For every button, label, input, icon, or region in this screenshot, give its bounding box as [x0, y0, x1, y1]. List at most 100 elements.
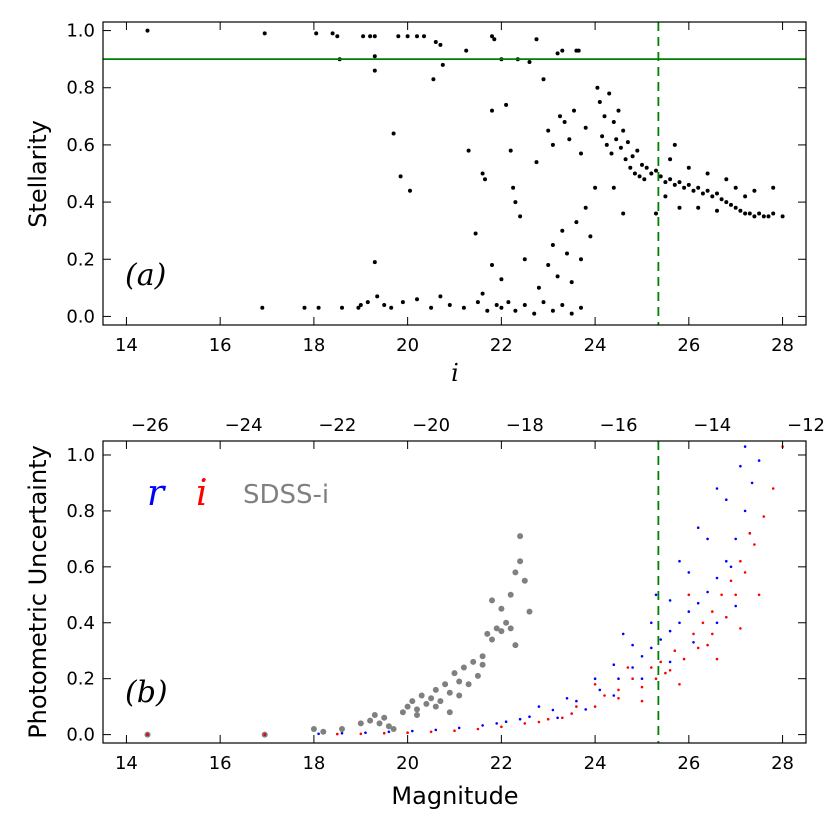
data-point-i-6: [429, 730, 433, 734]
data-point-r-26: [725, 559, 728, 563]
panel-b-y-axis-label: Photometric Uncertainty: [24, 445, 52, 739]
y-tick-label-2: 0.4: [66, 613, 95, 634]
data-point-sdssi-7: [376, 720, 383, 727]
data-point-objects-85: [560, 228, 565, 233]
data-point-objects-125: [668, 177, 673, 182]
data-point-i-33: [711, 610, 714, 613]
data-point-objects-148: [780, 214, 785, 219]
data-point-r-46: [556, 716, 559, 720]
data-point-objects-48: [567, 137, 572, 142]
data-point-objects-133: [705, 188, 710, 193]
top-tick-label-2: −22: [318, 415, 356, 436]
data-point-r-38: [687, 571, 691, 574]
data-point-objects-27: [372, 54, 377, 59]
data-point-objects-154: [705, 171, 710, 176]
data-point-r-47: [584, 708, 587, 711]
data-point-objects-1: [262, 31, 267, 36]
data-point-i-37: [617, 688, 620, 692]
panel-b-uncertainty: 14 16 18 20 22 24 26 28 0.0 0.2 0.4 0.6 0.8 1.0 −26 −24…: [24, 415, 825, 810]
data-point-objects-54: [316, 305, 321, 310]
data-point-sdssi-43: [479, 661, 486, 668]
data-point-objects-6: [361, 34, 366, 39]
data-point-objects-92: [593, 185, 598, 190]
data-point-objects-97: [499, 277, 504, 282]
y-tick-label-0: 0.0: [66, 725, 95, 746]
data-point-objects-143: [752, 214, 757, 219]
data-point-objects-112: [654, 168, 658, 173]
data-point-sdssi-12: [409, 698, 416, 705]
data-point-objects-162: [672, 142, 677, 147]
data-point-i-9: [500, 725, 503, 729]
data-point-objects-61: [389, 305, 394, 310]
data-point-r-12: [551, 708, 555, 712]
data-point-i-41: [739, 559, 742, 563]
data-point-i-40: [720, 593, 723, 597]
data-point-objects-47: [562, 120, 567, 124]
data-point-objects-140: [738, 208, 743, 213]
y-tick-label-1: 0.2: [66, 249, 95, 270]
data-point-objects-141: [743, 211, 748, 216]
data-point-r-53: [734, 604, 737, 608]
data-point-sdssi-42: [489, 597, 495, 604]
data-point-objects-115: [609, 151, 614, 156]
data-point-i-29: [631, 677, 634, 680]
panel-a-label: (a): [125, 258, 166, 293]
x-tick-label-4: 22: [490, 753, 513, 774]
data-point-objects-121: [637, 174, 642, 179]
data-point-objects-18: [492, 37, 497, 42]
data-point-sdssi-38: [517, 533, 524, 540]
data-point-objects-79: [569, 311, 574, 316]
y-tick-label-3: 0.6: [66, 135, 95, 156]
data-point-r-7: [434, 728, 438, 732]
y-tick-label-0: 0.0: [66, 306, 95, 327]
data-point-sdssi-6: [367, 717, 374, 724]
data-point-objects-89: [579, 257, 583, 262]
data-point-objects-100: [597, 100, 602, 104]
data-point-i-35: [748, 532, 752, 535]
data-point-objects-65: [438, 294, 443, 299]
data-point-objects-35: [504, 102, 509, 107]
panel-b-x-axis-label: Magnitude: [391, 782, 518, 810]
data-point-objects-44: [546, 128, 551, 133]
data-point-sdssi-23: [460, 664, 467, 671]
data-point-objects-113: [600, 134, 605, 139]
data-point-objects-77: [550, 308, 555, 313]
data-point-i-14: [617, 697, 620, 700]
data-point-sdssi-41: [498, 628, 505, 635]
x-tick-label-3: 20: [396, 753, 419, 774]
panel-b-ticks: 14 16 18 20 22 24 26 28 0.0 0.2 0.4 0.6 0.8 1.0 −26 −24…: [66, 415, 825, 774]
data-point-objects-63: [415, 297, 419, 302]
data-point-r-43: [715, 487, 719, 490]
data-point-r-19: [659, 638, 662, 641]
panel-a-x-axis-label: i: [451, 359, 459, 387]
data-point-i-10: [523, 722, 527, 725]
data-point-sdssi-13: [414, 706, 420, 713]
data-point-i-43: [678, 683, 681, 686]
data-point-objects-74: [522, 303, 527, 307]
data-point-objects-76: [541, 300, 546, 305]
data-point-objects-75: [532, 311, 537, 316]
data-point-sdssi-16: [428, 695, 435, 702]
data-point-objects-94: [518, 214, 523, 219]
data-point-objects-4: [335, 34, 340, 39]
data-point-i-50: [706, 643, 709, 647]
data-point-i-28: [603, 694, 606, 697]
data-point-r-54: [621, 632, 625, 636]
data-point-r-40: [725, 498, 728, 502]
x-tick-label-6: 26: [677, 753, 700, 774]
data-point-objects-124: [663, 180, 668, 185]
data-point-r-10: [504, 720, 508, 723]
data-point-i-0: [146, 733, 149, 736]
data-point-objects-38: [513, 200, 518, 205]
data-point-i-7: [453, 729, 456, 732]
legend-entry-sdss-i: SDSS-i: [243, 480, 329, 510]
data-point-sdssi-29: [489, 636, 495, 643]
data-point-r-32: [565, 697, 569, 700]
data-point-objects-104: [616, 108, 621, 113]
data-point-objects-120: [632, 171, 637, 176]
data-point-objects-103: [611, 120, 616, 124]
data-point-objects-71: [499, 305, 504, 310]
data-point-r-9: [481, 724, 484, 727]
data-point-sdssi-18: [437, 698, 444, 705]
data-point-i-34: [729, 579, 733, 583]
